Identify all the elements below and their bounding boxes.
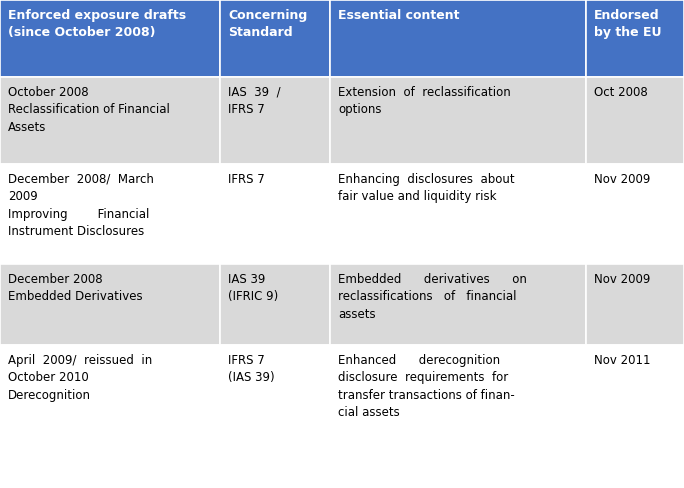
Text: Oct 2008: Oct 2008	[594, 86, 648, 99]
Text: Extension  of  reclassification
options: Extension of reclassification options	[338, 86, 511, 116]
Bar	[330, 264, 586, 345]
Bar	[586, 77, 684, 164]
Text: Essential content: Essential content	[338, 9, 460, 22]
Text: Nov 2009: Nov 2009	[594, 273, 650, 286]
Bar	[330, 77, 586, 164]
Bar	[330, 345, 586, 445]
Text: Endorsed
by the EU: Endorsed by the EU	[594, 9, 661, 39]
Text: October 2008
Reclassification of Financial
Assets: October 2008 Reclassification of Financi…	[8, 86, 170, 134]
Text: IFRS 7: IFRS 7	[228, 173, 265, 186]
Bar	[220, 345, 330, 445]
Text: Nov 2009: Nov 2009	[594, 173, 650, 186]
Text: December 2008
Embedded Derivatives: December 2008 Embedded Derivatives	[8, 273, 143, 303]
Bar	[220, 0, 330, 77]
Bar	[0, 164, 220, 264]
Bar	[220, 77, 330, 164]
Bar	[586, 345, 684, 445]
Text: December  2008/  March
2009
Improving        Financial
Instrument Disclosures: December 2008/ March 2009 Improving Fina…	[8, 173, 154, 238]
Bar	[220, 164, 330, 264]
Bar	[330, 0, 586, 77]
Text: Enhancing  disclosures  about
fair value and liquidity risk: Enhancing disclosures about fair value a…	[338, 173, 515, 203]
Text: Nov 2011: Nov 2011	[594, 354, 650, 367]
Bar	[0, 77, 220, 164]
Bar	[0, 345, 220, 445]
Text: IAS  39  /
IFRS 7: IAS 39 / IFRS 7	[228, 86, 281, 116]
Bar	[330, 164, 586, 264]
Text: April  2009/  reissued  in
October 2010
Derecognition: April 2009/ reissued in October 2010 Der…	[8, 354, 153, 402]
Text: IAS 39
(IFRIC 9): IAS 39 (IFRIC 9)	[228, 273, 278, 303]
Text: Enforced exposure drafts
(since October 2008): Enforced exposure drafts (since October …	[8, 9, 186, 39]
Bar	[0, 0, 220, 77]
Text: Enhanced      derecognition
disclosure  requirements  for
transfer transactions : Enhanced derecognition disclosure requir…	[338, 354, 515, 419]
Text: Embedded      derivatives      on
reclassifications   of   financial
assets: Embedded derivatives on reclassification…	[338, 273, 527, 321]
Text: IFRS 7
(IAS 39): IFRS 7 (IAS 39)	[228, 354, 275, 385]
Bar	[220, 264, 330, 345]
Bar	[586, 164, 684, 264]
Bar	[0, 264, 220, 345]
Bar	[586, 0, 684, 77]
Bar	[586, 264, 684, 345]
Text: Concerning
Standard: Concerning Standard	[228, 9, 307, 39]
